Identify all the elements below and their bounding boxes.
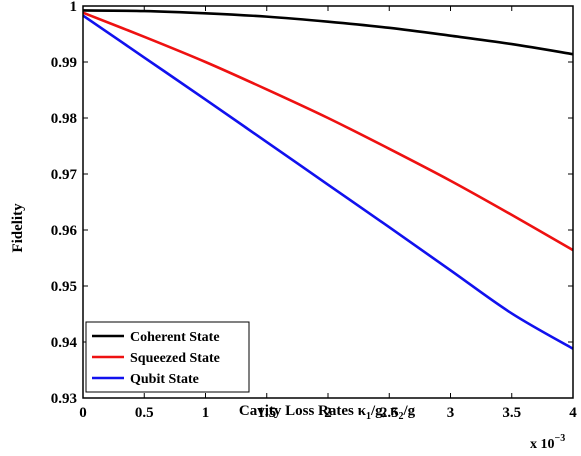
- legend-entry-coherent-state: Coherent State: [130, 330, 220, 345]
- series-line-squeezed-state: [82, 11, 574, 252]
- x-tick-label: 2.5: [380, 405, 399, 421]
- y-tick-label: 0.99: [51, 55, 77, 71]
- x-tick-label: 1: [202, 405, 210, 421]
- x-scale-base: x 10: [530, 437, 555, 452]
- x-axis-label-sub2: 2: [398, 411, 403, 422]
- x-tick-label: 0: [79, 405, 87, 421]
- x-tick-labels: 0 0.5 1 1.5 2 2.5 3 3.5 4: [79, 405, 577, 421]
- legend: Coherent State Squeezed State Qubit State: [85, 321, 250, 393]
- x-axis-label-end: /g: [402, 403, 415, 419]
- legend-entry-qubit-state: Qubit State: [130, 372, 199, 387]
- series-line-coherent-state: [82, 9, 574, 56]
- y-tick-label: 0.96: [51, 223, 78, 239]
- x-axis-label-sub1: 1: [366, 411, 371, 422]
- y-tick-label: 0.95: [51, 279, 77, 295]
- x-tick-label: 2: [324, 405, 332, 421]
- x-tick-label: 3.5: [502, 405, 521, 421]
- y-tick-label: 1: [70, 0, 78, 15]
- series-line-qubit-state: [82, 14, 574, 350]
- series-lines: [82, 9, 574, 350]
- y-tick-label: 0.93: [51, 391, 77, 407]
- x-axis-label: Cavity Loss Rates κ1/g, κ2/g: [239, 403, 416, 422]
- y-axis-label: Fidelity: [10, 203, 26, 253]
- x-axis-label-main: Cavity Loss Rates κ: [239, 403, 367, 419]
- y-tick-label: 0.94: [51, 335, 78, 351]
- x-tick-label: 0.5: [135, 405, 154, 421]
- plot-frame: [82, 5, 574, 399]
- x-tick-label: 3: [447, 405, 455, 421]
- x-axis-scale-label: x 10−3: [530, 433, 565, 452]
- y-tick-label: 0.98: [51, 111, 77, 127]
- y-tick-label: 0.97: [51, 167, 78, 183]
- x-tick-label: 4: [569, 405, 577, 421]
- x-axis-label-mid: /g, κ: [370, 403, 399, 419]
- x-scale-exponent: −3: [555, 433, 566, 444]
- x-tick-label: 1.5: [257, 405, 276, 421]
- y-tick-labels: 0.93 0.94 0.95 0.96 0.97 0.98 0.99 1: [51, 0, 78, 407]
- legend-entry-squeezed-state: Squeezed State: [130, 351, 220, 366]
